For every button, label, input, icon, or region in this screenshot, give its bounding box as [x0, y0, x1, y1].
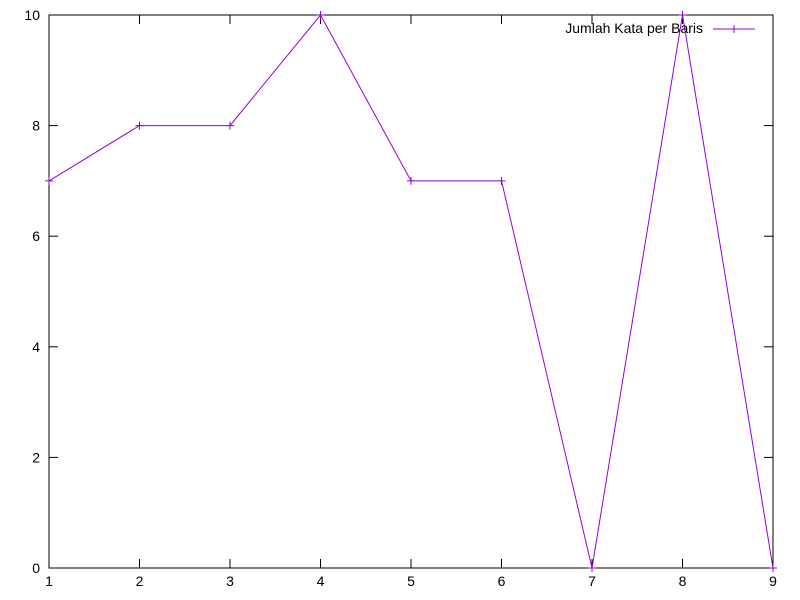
x-tick-label: 1: [45, 573, 53, 589]
x-tick-label: 3: [226, 573, 234, 589]
data-point-marker: [226, 121, 234, 130]
x-tick-label: 9: [769, 573, 777, 589]
x-tick-label: 2: [136, 573, 144, 589]
y-tick-label: 4: [32, 339, 40, 355]
x-tick-label: 6: [498, 573, 506, 589]
legend: Jumlah Kata per Baris: [565, 20, 755, 36]
data-point-marker: [769, 564, 777, 572]
data-point-marker: [588, 564, 596, 572]
series-layer: [45, 11, 777, 572]
data-point-marker: [497, 176, 506, 185]
y-tick-label: 8: [32, 118, 40, 134]
data-point-marker: [678, 11, 687, 19]
legend-series-label: Jumlah Kata per Baris: [565, 20, 703, 36]
data-point-marker: [135, 121, 144, 130]
x-tick-label: 5: [407, 573, 415, 589]
x-tick-label: 8: [679, 573, 687, 589]
legend-sample-marker: [730, 25, 738, 33]
data-point-marker: [45, 176, 53, 185]
x-tick-label: 7: [588, 573, 596, 589]
y-tick-label: 2: [32, 449, 40, 465]
data-point-marker: [407, 176, 415, 185]
x-tick-label: 4: [317, 573, 325, 589]
axes-layer: 1 2 3 4 5 6 7 8 9 0 2 4 6 8 10: [24, 7, 777, 589]
y-tick-label: 6: [32, 228, 40, 244]
y-tick-label: 0: [32, 560, 40, 576]
data-point-marker: [316, 11, 325, 19]
y-tick-label: 10: [24, 7, 40, 23]
